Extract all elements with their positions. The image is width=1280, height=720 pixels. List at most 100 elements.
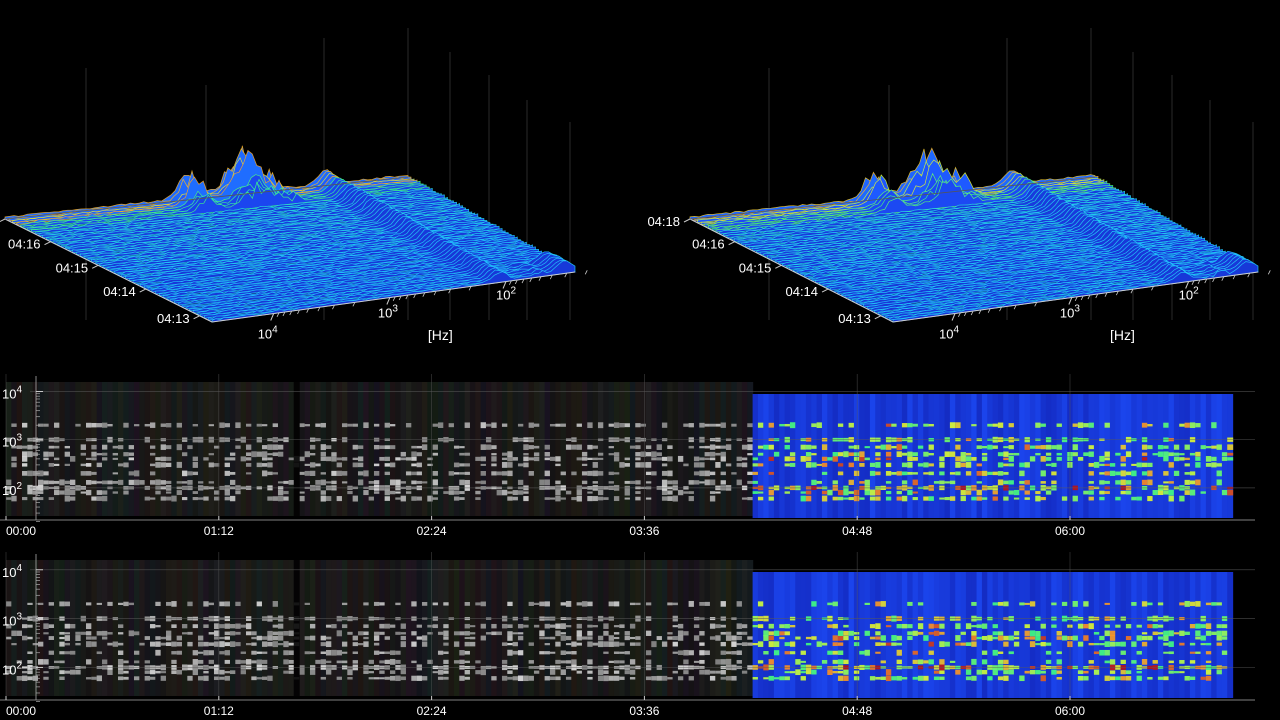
spectrogram-band xyxy=(736,463,743,467)
spectrogram-band xyxy=(112,641,119,647)
spectrogram-band xyxy=(928,641,935,647)
spectrogram-column xyxy=(779,394,786,518)
spectrogram-band xyxy=(197,497,204,500)
spectrogram-column xyxy=(11,560,18,696)
spectrogram-band xyxy=(352,651,359,654)
spectrogram-band xyxy=(395,675,402,682)
spectrogram-column xyxy=(1216,394,1223,518)
spectrogram-band xyxy=(1179,495,1186,502)
spectrogram-band xyxy=(544,643,551,646)
spectrogram-band xyxy=(1136,650,1143,655)
spectrogram-band xyxy=(443,676,450,680)
spectrogram-band xyxy=(848,422,855,428)
spectrogram-band xyxy=(1216,479,1223,486)
spectrogram-band xyxy=(885,444,892,450)
spectrogram-column xyxy=(336,560,343,696)
spectrogram-band xyxy=(864,446,871,449)
spectrogram-band xyxy=(768,489,775,496)
spectrogram-band xyxy=(944,497,951,501)
spectrogram-band xyxy=(459,446,466,449)
spectrogram-band xyxy=(304,651,311,655)
spectrogram-band xyxy=(101,490,108,495)
spectrogram-band xyxy=(955,461,962,468)
spectrogram-band xyxy=(715,445,722,449)
x-tick-label: 04:48 xyxy=(842,524,872,538)
spectrogram-column xyxy=(549,382,556,516)
spectrogram-column xyxy=(1013,394,1020,518)
spectrogram-band xyxy=(48,445,55,449)
spectrogram-band xyxy=(720,480,727,485)
spectrogram-band xyxy=(91,480,98,485)
spectrogram-band xyxy=(43,623,50,629)
time-tick-label: 04:15 xyxy=(56,260,89,275)
spectrogram-band xyxy=(1189,452,1196,456)
spectrogram-band xyxy=(1056,456,1063,461)
spectrogram-band xyxy=(443,491,450,494)
spectrogram-band xyxy=(389,670,396,674)
spectrogram-band xyxy=(981,456,988,462)
spectrogram-column xyxy=(1179,394,1186,518)
spectrogram-band xyxy=(645,481,652,484)
spectrogram-band xyxy=(565,625,572,628)
spectrogram-band xyxy=(613,456,620,462)
spectrogram-band xyxy=(288,480,295,485)
spectrogram-column xyxy=(283,382,290,516)
spectrogram-band xyxy=(389,479,396,486)
spectrogram-band xyxy=(1157,451,1164,457)
spectrogram-band xyxy=(96,453,103,456)
spectrogram-band xyxy=(699,659,706,664)
spectrogram-band xyxy=(91,496,98,501)
minor-tick xyxy=(1267,270,1271,275)
spectrogram-band xyxy=(16,630,23,636)
spectrogram-band xyxy=(176,650,183,655)
spectrogram-band xyxy=(411,601,418,607)
spectrogram-band xyxy=(651,457,658,461)
spectrogram-band xyxy=(784,651,791,655)
spectrogram-column xyxy=(368,560,375,696)
time-tick-mark xyxy=(44,241,51,246)
spectrogram-band xyxy=(368,480,375,484)
waterfall-profile xyxy=(207,259,573,321)
spectrogram-band xyxy=(1115,624,1122,628)
spectrogram-band xyxy=(955,456,962,462)
spectrogram-column xyxy=(272,560,279,696)
spectrogram-band xyxy=(624,423,631,428)
spectrogram-band xyxy=(1099,472,1106,475)
spectrogram-band xyxy=(453,445,460,449)
spectrogram-band xyxy=(843,635,850,641)
spectrogram-band xyxy=(661,479,668,486)
spectrogram-band xyxy=(635,636,642,640)
spectrogram-band xyxy=(949,422,956,429)
spectrogram-band xyxy=(192,456,199,462)
spectrogram-column xyxy=(1088,572,1095,698)
spectrogram-band xyxy=(320,472,327,475)
spectrogram-band xyxy=(763,630,770,637)
spectrogram-band xyxy=(811,453,818,456)
spectrogram-band xyxy=(379,623,386,629)
spectrogram-band xyxy=(773,677,780,680)
spectrogram-band xyxy=(48,463,55,467)
spectrogram-band xyxy=(405,423,412,428)
spectrogram-column xyxy=(496,382,503,516)
spectrogram-band xyxy=(896,471,903,476)
waterfall-profile xyxy=(874,252,1244,314)
frequency-tick-mark xyxy=(270,313,275,321)
frequency-tick-label: 103 xyxy=(378,304,398,321)
spectrogram-band xyxy=(272,423,279,428)
minor-tick xyxy=(352,302,356,307)
spectrogram-band xyxy=(709,675,716,681)
spectrogram-column xyxy=(1072,572,1079,698)
spectrogram-band xyxy=(256,423,263,427)
spectrogram-band xyxy=(21,675,28,681)
spectrogram-band xyxy=(453,462,460,468)
spectrogram-band xyxy=(885,481,892,484)
spectrogram-band xyxy=(1056,444,1063,450)
spectrogram-band xyxy=(955,422,962,429)
spectrogram-column xyxy=(347,382,354,516)
spectrogram-band xyxy=(309,651,316,654)
spectrogram-band xyxy=(757,660,764,664)
spectrogram-band xyxy=(645,462,652,468)
spectrogram-band xyxy=(416,471,423,476)
spectrogram-band xyxy=(432,452,439,456)
spectrogram-band xyxy=(485,632,492,635)
